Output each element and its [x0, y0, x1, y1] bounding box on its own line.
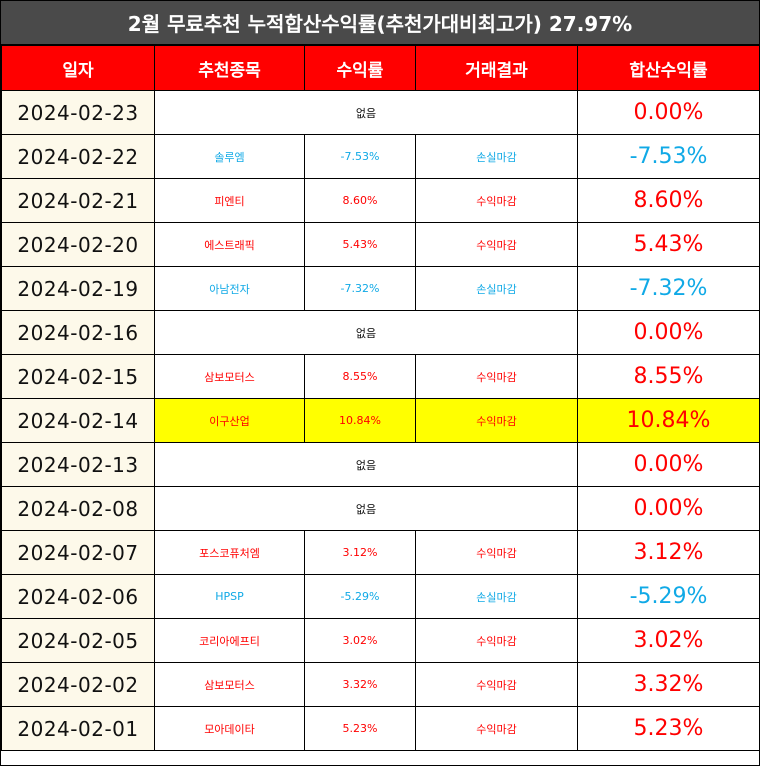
- row-result: 수익마감: [415, 222, 578, 267]
- row-rate: 3.02%: [304, 618, 416, 663]
- table-row: 2024-02-13 없음 0.00%: [1, 442, 760, 487]
- row-rate: 3.32%: [304, 662, 416, 707]
- row-stock: 아남전자: [154, 266, 305, 311]
- row-rate: -5.29%: [304, 574, 416, 619]
- row-cumulative: 5.43%: [577, 222, 760, 267]
- row-stock: 모아데이타: [154, 706, 305, 751]
- row-cumulative: -7.32%: [577, 266, 760, 311]
- row-stock: HPSP: [154, 574, 305, 619]
- table-row: 2024-02-19 아남전자 -7.32% 손실마감 -7.32%: [1, 266, 760, 311]
- table-row: 2024-02-05 코리아에프티 3.02% 수익마감 3.02%: [1, 618, 760, 663]
- row-stock: 피엔티: [154, 178, 305, 223]
- row-result: 수익마감: [415, 530, 578, 575]
- row-stock: 이구산업: [154, 398, 305, 443]
- row-result: 수익마감: [415, 178, 578, 223]
- table-row: 2024-02-23 없음 0.00%: [1, 90, 760, 135]
- table-row: 2024-02-01 모아데이타 5.23% 수익마감 5.23%: [1, 706, 760, 751]
- row-date: 2024-02-23: [1, 90, 155, 135]
- row-stock: 포스코퓨처엠: [154, 530, 305, 575]
- row-cumulative: 3.02%: [577, 618, 760, 663]
- row-result: 손실마감: [415, 266, 578, 311]
- row-date: 2024-02-16: [1, 310, 155, 355]
- row-cumulative: 3.32%: [577, 662, 760, 707]
- row-rate: 5.23%: [304, 706, 416, 751]
- row-result: 수익마감: [415, 398, 578, 443]
- row-cumulative: -7.53%: [577, 134, 760, 179]
- table-row: 2024-02-16 없음 0.00%: [1, 310, 760, 355]
- row-result: 손실마감: [415, 574, 578, 619]
- header-date: 일자: [1, 45, 155, 91]
- table-body: 2024-02-23 없음 0.00% 2024-02-22 솔루엠 -7.53% 손실마감…: [1, 90, 760, 751]
- row-cumulative: 0.00%: [577, 90, 760, 135]
- row-date: 2024-02-01: [1, 706, 155, 751]
- row-stock: 솔루엠: [154, 134, 305, 179]
- row-stock-none: 없음: [154, 486, 578, 531]
- table-row: 2024-02-15 삼보모터스 8.55% 수익마감 8.55%: [1, 354, 760, 399]
- row-stock: 삼보모터스: [154, 354, 305, 399]
- row-result: 수익마감: [415, 618, 578, 663]
- header-rate: 수익률: [304, 45, 416, 91]
- row-date: 2024-02-15: [1, 354, 155, 399]
- table-row: 2024-02-20 에스트래픽 5.43% 수익마감 5.43%: [1, 222, 760, 267]
- row-cumulative: 10.84%: [577, 398, 760, 443]
- row-date: 2024-02-22: [1, 134, 155, 179]
- row-date: 2024-02-08: [1, 486, 155, 531]
- row-cumulative: 0.00%: [577, 310, 760, 355]
- header-stock: 추천종목: [154, 45, 305, 91]
- row-rate: 3.12%: [304, 530, 416, 575]
- table-row: 2024-02-14 이구산업 10.84% 수익마감 10.84%: [1, 398, 760, 443]
- row-result: 수익마감: [415, 354, 578, 399]
- row-rate: 8.60%: [304, 178, 416, 223]
- row-cumulative: 8.55%: [577, 354, 760, 399]
- row-stock: 코리아에프티: [154, 618, 305, 663]
- header-result: 거래결과: [415, 45, 578, 91]
- row-cumulative: 8.60%: [577, 178, 760, 223]
- returns-table: 일자 추천종목 수익률 거래결과 합산수익률 2024-02-23 없음 0.00%…: [1, 45, 760, 751]
- row-cumulative: 0.00%: [577, 486, 760, 531]
- row-date: 2024-02-06: [1, 574, 155, 619]
- table-row: 2024-02-02 삼보모터스 3.32% 수익마감 3.32%: [1, 662, 760, 707]
- table-row: 2024-02-06 HPSP -5.29% 손실마감 -5.29%: [1, 574, 760, 619]
- row-cumulative: 3.12%: [577, 530, 760, 575]
- header-cumulative: 합산수익률: [577, 45, 760, 91]
- table-row: 2024-02-22 솔루엠 -7.53% 손실마감 -7.53%: [1, 134, 760, 179]
- row-cumulative: -5.29%: [577, 574, 760, 619]
- row-date: 2024-02-05: [1, 618, 155, 663]
- page-title: 2월 무료추천 누적합산수익률(추천가대비최고가) 27.97%: [1, 1, 759, 45]
- row-stock-none: 없음: [154, 90, 578, 135]
- row-stock-none: 없음: [154, 442, 578, 487]
- row-date: 2024-02-19: [1, 266, 155, 311]
- row-rate: 5.43%: [304, 222, 416, 267]
- row-cumulative: 5.23%: [577, 706, 760, 751]
- row-date: 2024-02-20: [1, 222, 155, 267]
- row-stock: 에스트래픽: [154, 222, 305, 267]
- row-rate: 8.55%: [304, 354, 416, 399]
- row-stock-none: 없음: [154, 310, 578, 355]
- row-rate: -7.53%: [304, 134, 416, 179]
- table-row: 2024-02-07 포스코퓨처엠 3.12% 수익마감 3.12%: [1, 530, 760, 575]
- table-row: 2024-02-08 없음 0.00%: [1, 486, 760, 531]
- table-header-row: 일자 추천종목 수익률 거래결과 합산수익률: [1, 45, 760, 91]
- row-date: 2024-02-13: [1, 442, 155, 487]
- row-result: 수익마감: [415, 706, 578, 751]
- row-result: 손실마감: [415, 134, 578, 179]
- row-date: 2024-02-02: [1, 662, 155, 707]
- row-result: 수익마감: [415, 662, 578, 707]
- row-stock: 삼보모터스: [154, 662, 305, 707]
- table-row: 2024-02-21 피엔티 8.60% 수익마감 8.60%: [1, 178, 760, 223]
- row-date: 2024-02-07: [1, 530, 155, 575]
- row-cumulative: 0.00%: [577, 442, 760, 487]
- row-date: 2024-02-14: [1, 398, 155, 443]
- row-date: 2024-02-21: [1, 178, 155, 223]
- row-rate: -7.32%: [304, 266, 416, 311]
- row-rate: 10.84%: [304, 398, 416, 443]
